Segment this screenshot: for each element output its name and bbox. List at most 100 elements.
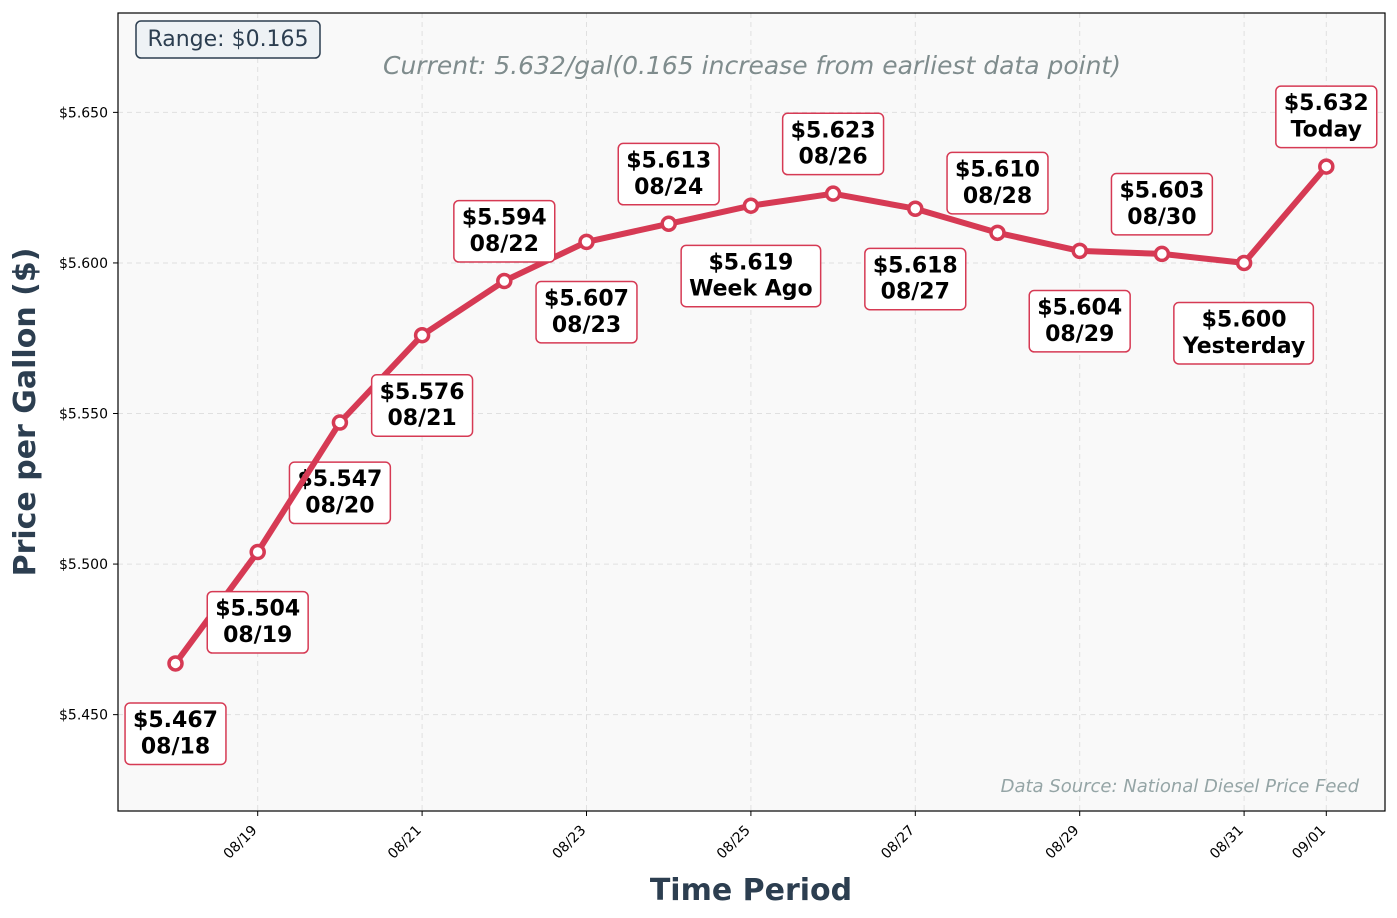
y-tick-label: $5.650 (59, 105, 108, 121)
annotation-price: $5.618 (873, 253, 958, 278)
x-tick-label: 08/29 (1043, 823, 1083, 863)
annotation-box (617, 142, 720, 206)
data-point (496, 272, 513, 290)
price-annotation: $5.618 08/27 (864, 247, 967, 311)
y-axis-title: Price per Gallon ($) (8, 248, 43, 577)
series-layer (167, 158, 1335, 672)
annotation-label: 08/28 (963, 184, 1032, 209)
price-annotation: $5.467 08/18 (124, 702, 227, 766)
data-source-note: Data Source: National Diesel Price Feed (1001, 776, 1360, 797)
annotation-price: $5.576 (380, 380, 465, 405)
annotation-price: $5.504 (215, 597, 300, 622)
annotation-label: 08/26 (798, 145, 867, 170)
annotation-label: 08/29 (1045, 322, 1114, 347)
x-tick-label: 08/23 (549, 823, 589, 863)
annotation-label: 08/23 (552, 313, 621, 338)
data-point (907, 200, 924, 217)
data-point (167, 655, 184, 672)
annotation-text: $5.547 08/20 (297, 467, 382, 518)
annotation-text: $5.632 Today (1284, 91, 1369, 142)
price-annotation: $5.603 08/30 (1110, 172, 1214, 236)
price-annotation: $5.613 08/24 (617, 142, 720, 206)
price-annotation: $5.623 08/26 (781, 112, 885, 176)
data-point (742, 197, 760, 214)
annotation-price: $5.600 (1202, 308, 1287, 333)
annotation-label: 08/30 (1127, 205, 1196, 230)
price-annotation: $5.504 08/19 (206, 590, 309, 654)
annotation-label: 08/27 (881, 280, 950, 305)
annotation-box (288, 461, 392, 525)
annotation-box (1028, 289, 1131, 353)
annotation-text: $5.623 08/26 (791, 118, 876, 169)
annotation-box (453, 199, 556, 263)
annotation-text: $5.576 08/21 (380, 380, 465, 431)
plot-frame (117, 12, 1386, 812)
data-point (824, 185, 842, 202)
annotation-text: $5.604 08/29 (1037, 295, 1122, 346)
annotation-price: $5.607 (544, 286, 629, 311)
annotation-text: $5.467 08/18 (133, 708, 218, 759)
data-point (413, 326, 431, 344)
annotation-box (680, 244, 822, 308)
data-point (249, 543, 266, 561)
data-point (331, 414, 349, 431)
annotation-text: $5.600 Yesterday (1182, 308, 1305, 359)
annotation-text: $5.594 08/22 (462, 206, 547, 257)
annotation-label: 08/19 (223, 623, 292, 648)
annotation-label: 08/24 (634, 175, 703, 200)
annotation-box (1275, 85, 1378, 149)
price-annotation: $5.619 Week Ago (680, 244, 822, 308)
annotation-text: $5.613 08/24 (626, 148, 711, 199)
x-tick-label: 08/31 (1207, 823, 1247, 863)
chart-subtitle: Current: 5.632/gal(0.165 increase from e… (383, 51, 1121, 80)
data-point (660, 215, 677, 233)
price-annotation: $5.547 08/20 (288, 461, 392, 525)
price-annotation: $5.607 08/23 (535, 280, 638, 344)
x-axis: 08/19 08/21 08/23 08/25 08/27 08/29 08/31 09/01 (221, 811, 1329, 862)
range-label: Range: $0.165 (147, 27, 308, 52)
annotation-label: 08/21 (387, 406, 456, 431)
y-tick-label: $5.450 (59, 708, 108, 724)
x-axis-title: Time Period (650, 873, 852, 908)
annotation-box (781, 112, 885, 176)
annotation-text: $5.504 08/19 (215, 597, 300, 648)
annotation-label: 08/22 (470, 232, 539, 257)
annotation-text: $5.603 08/30 (1119, 179, 1204, 230)
x-tick-label: 08/27 (878, 823, 918, 863)
data-point (1235, 254, 1253, 272)
price-annotation: $5.632 Today (1275, 85, 1378, 149)
annotation-label: Today (1291, 118, 1362, 143)
annotation-price: $5.594 (462, 206, 547, 231)
annotation-text: $5.618 08/27 (873, 253, 958, 304)
annotation-text: $5.607 08/23 (544, 286, 629, 337)
x-tick-label: 09/01 (1289, 823, 1329, 863)
annotation-price: $5.467 (133, 708, 218, 733)
data-point (1071, 242, 1088, 260)
data-point (1318, 158, 1335, 175)
annotation-label: Week Ago (689, 277, 813, 302)
y-tick-label: $5.500 (59, 557, 108, 573)
x-tick-label: 08/19 (221, 823, 261, 863)
annotation-front-layer: $5.504 08/19$5.576 08/21$5.594 08/22$5.607 0… (206, 85, 1378, 654)
annotation-box (535, 280, 638, 344)
annotation-box (370, 374, 474, 437)
x-tick-label: 08/25 (714, 823, 754, 863)
price-annotation: $5.604 08/29 (1028, 289, 1131, 353)
x-tick-label: 08/21 (385, 823, 425, 863)
annotation-price: $5.610 (955, 157, 1040, 182)
annotation-label: 08/18 (141, 734, 210, 759)
annotation-price: $5.623 (791, 118, 876, 143)
annotation-box (1173, 301, 1315, 365)
y-axis: $5.450 $5.500 $5.550 $5.600 $5.650 (59, 105, 118, 724)
price-annotation: $5.610 08/28 (946, 151, 1049, 215)
price-annotation: $5.594 08/22 (453, 199, 556, 263)
annotation-box (206, 590, 309, 654)
price-annotation: $5.576 08/21 (370, 374, 474, 437)
annotation-price: $5.613 (626, 148, 711, 173)
annotation-label: Yesterday (1182, 334, 1305, 359)
data-point (989, 224, 1006, 242)
annotation-price: $5.619 (708, 250, 793, 275)
annotation-label: 08/20 (305, 494, 374, 519)
annotation-text: $5.619 Week Ago (689, 250, 813, 301)
